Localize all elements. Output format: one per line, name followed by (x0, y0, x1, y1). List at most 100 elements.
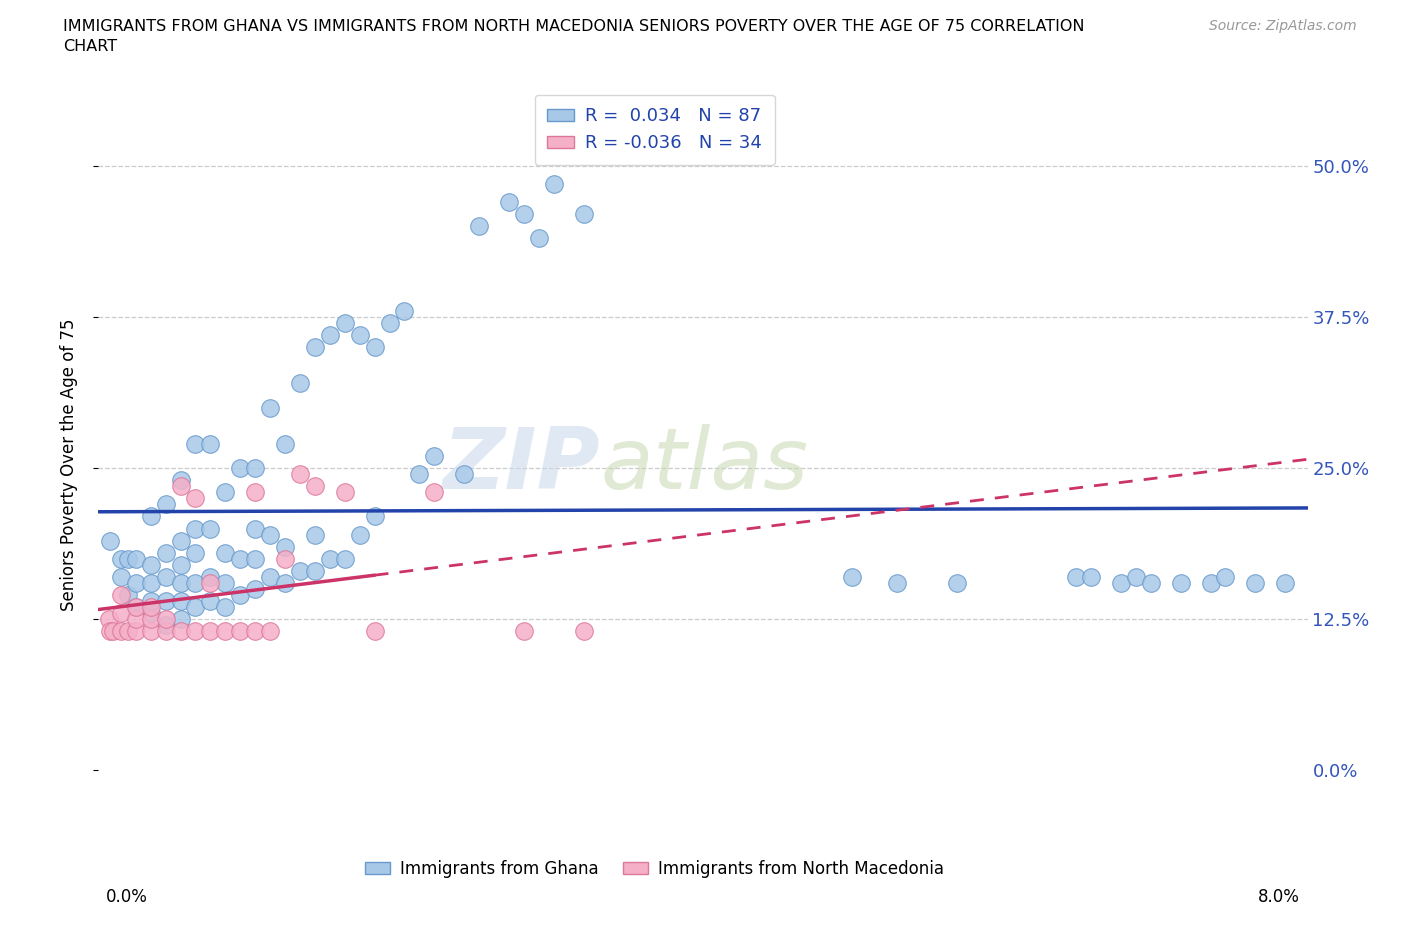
Point (139, 576, 162, 591)
Point (184, 491, 207, 506)
Point (125, 576, 148, 591)
Point (169, 479, 191, 494)
Point (184, 436, 207, 451)
Point (543, 177, 565, 192)
Point (184, 576, 207, 591)
Point (214, 624, 236, 639)
Point (1080, 569, 1102, 584)
Text: Source: ZipAtlas.com: Source: ZipAtlas.com (1209, 19, 1357, 33)
Point (333, 551, 356, 566)
Point (98, 533, 121, 548)
Point (259, 400, 281, 415)
Point (214, 576, 236, 591)
Point (333, 485, 356, 499)
Point (139, 605, 162, 620)
Point (169, 624, 191, 639)
Point (139, 624, 162, 639)
Text: IMMIGRANTS FROM GHANA VS IMMIGRANTS FROM NORTH MACEDONIA SENIORS POVERTY OVER TH: IMMIGRANTS FROM GHANA VS IMMIGRANTS FROM… (63, 19, 1085, 33)
Point (110, 624, 132, 639)
Point (200, 569, 222, 584)
Point (513, 206, 536, 221)
Point (1215, 569, 1237, 584)
Text: ZIP: ZIP (443, 423, 600, 507)
Point (169, 472, 191, 487)
Point (572, 624, 595, 639)
Point (229, 551, 252, 566)
Point (1109, 576, 1132, 591)
Point (243, 581, 266, 596)
Point (214, 600, 236, 615)
Point (1064, 569, 1087, 584)
Point (139, 593, 162, 608)
Point (184, 600, 207, 615)
Point (155, 612, 177, 627)
Point (184, 624, 207, 639)
Point (259, 624, 281, 639)
Point (498, 194, 520, 209)
Text: 8.0%: 8.0% (1258, 887, 1301, 906)
Point (139, 612, 162, 627)
Point (572, 206, 595, 221)
Point (125, 612, 148, 627)
Text: atlas: atlas (600, 423, 808, 507)
Point (155, 618, 177, 632)
Point (259, 527, 281, 542)
Point (214, 545, 236, 560)
Point (274, 436, 297, 451)
Point (945, 576, 967, 591)
Point (304, 564, 326, 578)
Y-axis label: Seniors Poverty Over the Age of 75: Seniors Poverty Over the Age of 75 (59, 319, 77, 611)
Point (110, 588, 132, 603)
Point (288, 564, 311, 578)
Point (139, 600, 162, 615)
Point (1125, 569, 1147, 584)
Point (1170, 576, 1192, 591)
Point (229, 460, 252, 475)
Point (349, 527, 371, 542)
Point (453, 467, 475, 482)
Point (274, 576, 297, 591)
Point (139, 509, 162, 524)
Point (200, 436, 222, 451)
Point (363, 624, 385, 639)
Point (1140, 576, 1163, 591)
Point (214, 485, 236, 499)
Point (155, 624, 177, 639)
Point (243, 521, 266, 536)
Point (378, 315, 401, 330)
Point (169, 557, 191, 572)
Point (155, 497, 177, 512)
Point (319, 551, 342, 566)
Point (229, 588, 252, 603)
Point (200, 624, 222, 639)
Point (117, 551, 139, 566)
Point (304, 527, 326, 542)
Point (117, 588, 139, 603)
Point (259, 569, 281, 584)
Point (200, 593, 222, 608)
Point (110, 569, 132, 584)
Point (527, 231, 550, 246)
Point (288, 467, 311, 482)
Point (288, 376, 311, 391)
Point (200, 521, 222, 536)
Point (243, 460, 266, 475)
Point (841, 569, 863, 584)
Point (1199, 576, 1222, 591)
Point (423, 485, 446, 499)
Point (98, 624, 121, 639)
Point (103, 624, 125, 639)
Point (184, 521, 207, 536)
Point (155, 545, 177, 560)
Point (394, 303, 416, 318)
Point (468, 219, 491, 233)
Point (125, 600, 148, 615)
Point (1244, 576, 1267, 591)
Point (886, 576, 908, 591)
Point (423, 448, 446, 463)
Point (349, 327, 371, 342)
Text: CHART: CHART (63, 39, 117, 54)
Point (139, 557, 162, 572)
Point (110, 551, 132, 566)
Point (408, 467, 430, 482)
